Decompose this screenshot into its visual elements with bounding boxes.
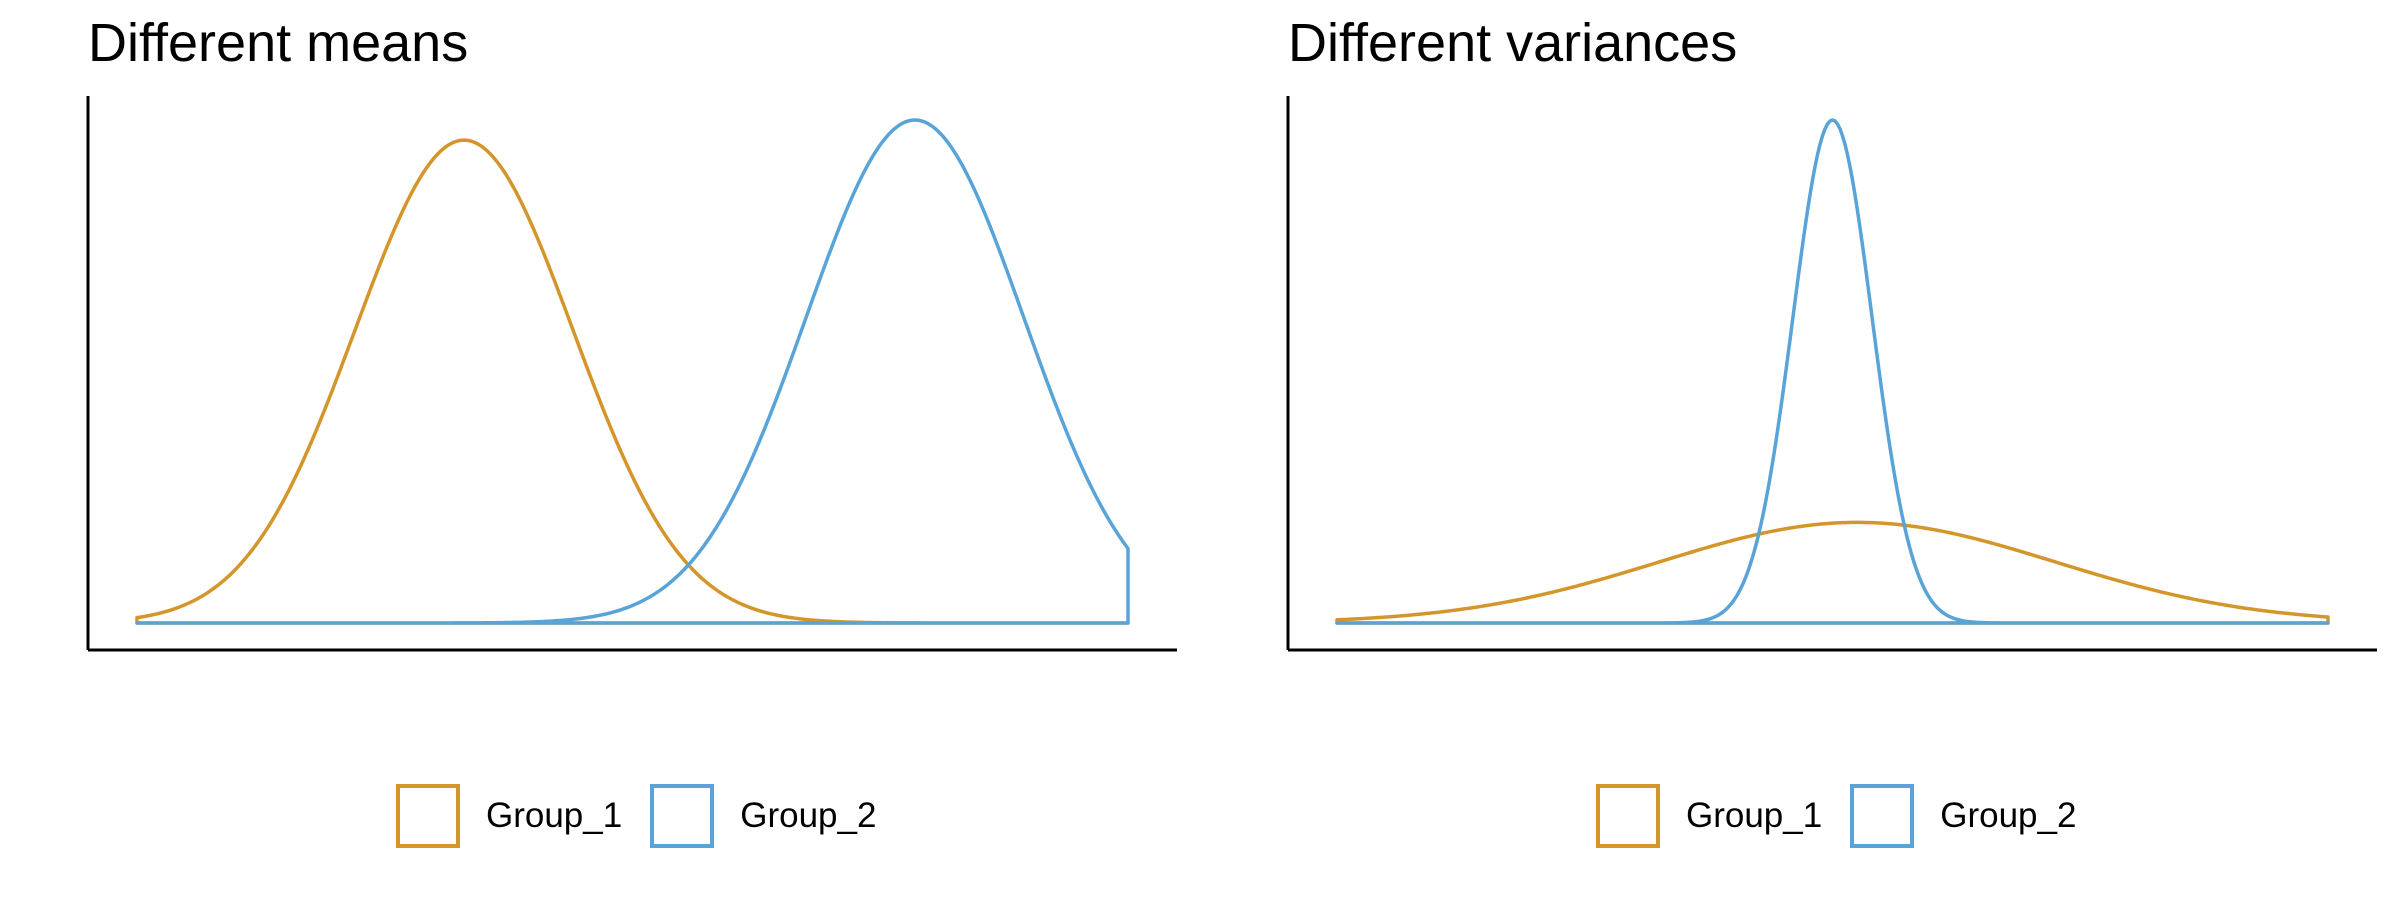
- density-plot-variances: [1286, 96, 2377, 652]
- legend-key-group-2: [650, 784, 715, 848]
- legend-label-group-1: Group_1: [1686, 796, 1823, 835]
- legend-label-group-2: Group_2: [740, 796, 877, 835]
- chart-panel-variances: Different variances Group_1 Group_2: [1200, 0, 2400, 900]
- legend-label-group-2: Group_2: [1940, 796, 2077, 835]
- legend: Group_1 Group_2: [396, 784, 904, 848]
- chart-title: Different means: [88, 13, 469, 73]
- legend: Group_1 Group_2: [1596, 784, 2104, 848]
- legend-key-group-1: [396, 784, 460, 848]
- density-curve-group-2: [135, 118, 1130, 625]
- chart-panel-means: Different means Group_1 Group_2: [86, 13, 1177, 848]
- density-curve-group-1: [1335, 520, 2330, 625]
- legend-key-group-1: [1596, 784, 1660, 848]
- density-curve-group-1: [135, 138, 1130, 625]
- density-curve-group-2: [1335, 118, 2330, 625]
- legend-label-group-1: Group_1: [486, 796, 623, 835]
- legend-key-group-2: [1850, 784, 1915, 848]
- chart-title: Different variances: [1288, 13, 1738, 73]
- density-plot-means: [86, 96, 1177, 652]
